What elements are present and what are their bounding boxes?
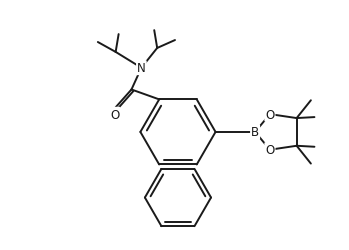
Text: B: B bbox=[251, 126, 259, 139]
Text: O: O bbox=[110, 108, 119, 121]
Text: O: O bbox=[265, 144, 275, 156]
Text: N: N bbox=[137, 62, 146, 75]
Text: O: O bbox=[265, 108, 275, 121]
